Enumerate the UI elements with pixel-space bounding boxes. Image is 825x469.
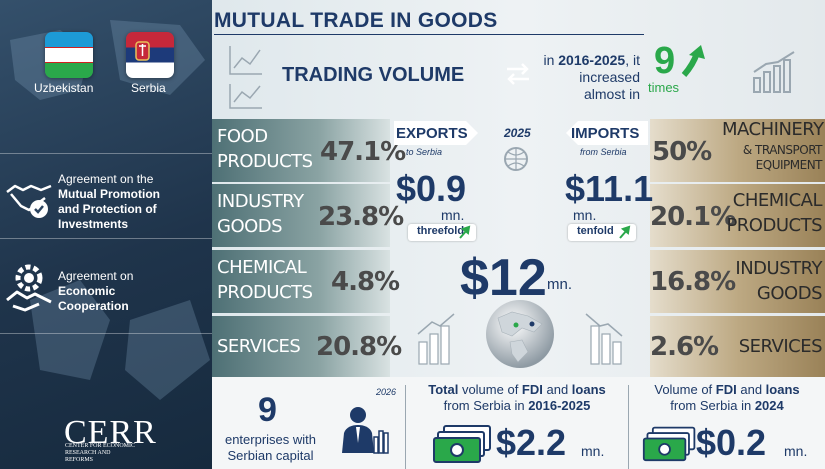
cerr-logo: CERR (64, 414, 157, 451)
fdi-2024-unit: mn. (784, 443, 808, 459)
bottom-panel (212, 377, 825, 469)
export-band-industry (212, 184, 390, 247)
exports-sub: to Serbia (406, 147, 443, 157)
divider (628, 385, 629, 469)
total-trade-value: $12 (460, 249, 547, 307)
imports-value: $11.1 (565, 168, 654, 209)
import-category-machinery: MACHINERY & TRANSPORT EQUIPMENT (722, 119, 824, 172)
cerr-logo-subtitle: CENTER FOR ECONOMIC RESEARCH AND REFORMS (65, 443, 136, 463)
fdi-2024-heading: Volume of FDI and loans from Serbia in 2… (654, 382, 800, 413)
export-category-food: FOOD PRODUCTS (217, 126, 313, 172)
export-pct-chemical: 4.8% (331, 267, 400, 297)
up-arrow-icon (681, 45, 705, 77)
page-title: MUTUAL TRADE IN GOODS (214, 9, 498, 32)
handshake-icon (6, 184, 52, 218)
export-category-industry: INDUSTRY GOODS (217, 191, 304, 237)
export-category-services: SERVICES (217, 336, 301, 357)
import-pct-machinery: 50% (652, 137, 712, 167)
fdi-total-value: $2.2 (496, 422, 567, 463)
enterprises-count: 9 (258, 391, 277, 429)
world-map-background (10, 20, 210, 400)
enterprises-year: 2026 (376, 387, 397, 397)
exports-unit: mn. (441, 207, 465, 223)
fdi-total-heading: Total volume of FDI and loans from Serbi… (428, 382, 606, 413)
rising-bars-icon (417, 313, 455, 365)
divider (0, 333, 212, 334)
globe-exchange-icon (504, 147, 528, 171)
multiplier-unit: times (648, 80, 680, 95)
export-pct-food: 47.1% (320, 137, 406, 167)
total-trade-unit: mn. (547, 276, 573, 293)
import-category-industry: INDUSTRY GOODS (735, 258, 822, 304)
uzbekistan-flag-icon (45, 32, 93, 78)
exports-growth-badge: threefold (408, 224, 476, 241)
export-band-chemical (212, 250, 390, 313)
fdi-total-unit: mn. (581, 443, 605, 459)
bar-chart-icon (753, 51, 795, 93)
country-label-uzbekistan: Uzbekistan (34, 81, 94, 95)
money-stack-icon (433, 425, 491, 463)
export-band-food (212, 119, 390, 182)
import-pct-chemical: 20.1% (650, 202, 736, 232)
up-arrow-icon (619, 225, 631, 239)
serbia-flag-icon (126, 32, 174, 78)
import-band-chemical (650, 184, 825, 247)
import-band-machinery (650, 119, 825, 182)
import-pct-industry: 16.8% (650, 267, 736, 297)
exchange-arrows-icon (507, 63, 529, 85)
fdi-2024-value: $0.2 (696, 422, 767, 463)
export-pct-industry: 23.8% (318, 202, 404, 232)
imports-growth-badge: tenfold (568, 224, 636, 241)
agreement-economic-cooperation: Agreement on Economic Cooperation (58, 269, 134, 313)
agreement-investments: Agreement on the Mutual Promotion and Pr… (58, 172, 160, 231)
export-category-chemical: CHEMICAL PRODUCTS (217, 257, 313, 303)
imports-sub: from Serbia (580, 147, 627, 157)
exports-value: $0.9 (396, 168, 467, 209)
exports-arrow-shape (394, 121, 478, 145)
divider (0, 153, 212, 154)
country-label-serbia: Serbia (131, 81, 166, 95)
falling-bars-icon (585, 313, 623, 365)
import-band-services (650, 316, 825, 379)
divider (0, 238, 212, 239)
import-pct-services: 2.6% (650, 332, 719, 362)
year-label: 2025 (504, 126, 531, 140)
growth-chart-icon (229, 46, 262, 109)
export-band-services (212, 316, 390, 379)
sidebar: Uzbekistan Serbia Agreement on the Mutua… (0, 0, 212, 469)
enterprises-text: enterprises with Serbian capital (224, 432, 317, 463)
cooperation-gear-icon (6, 264, 52, 312)
trading-volume-label: TRADING VOLUME (282, 64, 465, 86)
imports-label: IMPORTS (571, 125, 640, 142)
imports-unit: mn. (573, 207, 597, 223)
title-underline (214, 34, 644, 35)
businessman-icon (342, 407, 389, 454)
export-pct-services: 20.8% (316, 332, 402, 362)
money-stack-icon (642, 426, 696, 462)
up-arrow-icon (459, 225, 471, 239)
import-category-services: SERVICES (738, 336, 823, 357)
import-category-chemical: CHEMICAL PRODUCTS (726, 190, 822, 236)
import-band-industry (650, 250, 825, 313)
trade-multiplier: 9 (654, 40, 676, 82)
trading-volume-increase-text: in 2016-2025, it increased almost in (543, 52, 640, 102)
imports-arrow-shape (566, 121, 648, 145)
globe-icon (486, 300, 554, 368)
exports-label: EXPORTS (396, 125, 468, 142)
divider (405, 385, 406, 469)
